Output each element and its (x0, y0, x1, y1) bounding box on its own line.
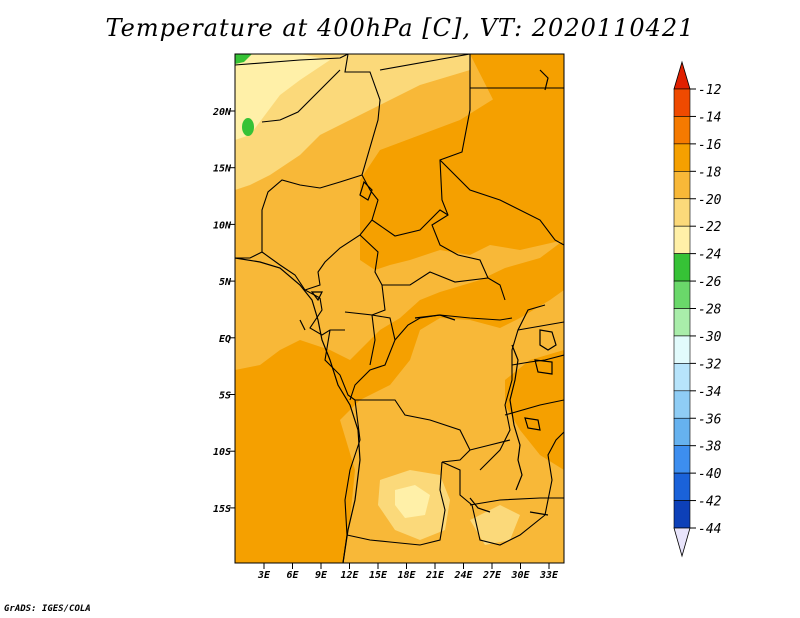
latitude-axis: 20N 15N 10N 5N EQ 5S 10S 15S (212, 107, 235, 515)
lon-label: 15E (369, 570, 388, 581)
colorbar-box (673, 363, 691, 392)
credit-label: GrADS: IGES/COLA (4, 604, 91, 614)
colorbar-high-extend-triangle (673, 60, 691, 90)
colorbar: -12 -14 -16 -18 -20 -22 -24 -26 -28 -30 -32 -34 -36 -… (673, 60, 722, 558)
colorbar-label: -34 (698, 385, 721, 400)
colorbar-box (673, 445, 691, 474)
colorbar-label: -38 (698, 440, 722, 455)
lon-label: 27E (482, 570, 502, 581)
map-frame (234, 53, 565, 564)
lat-label: 15N (213, 164, 232, 175)
colorbar-label: -16 (698, 138, 722, 153)
fill-band-14-16-east (505, 350, 564, 470)
colorbar-label: -30 (698, 330, 722, 345)
colorbar-label: -20 (698, 193, 722, 208)
colorbar-label: -18 (698, 165, 722, 180)
fill-band-20-22-south (395, 485, 430, 518)
colorbar-box (673, 143, 691, 172)
colorbar-box (673, 390, 691, 419)
colorbar-label: -36 (698, 412, 722, 427)
lat-label: 5N (219, 277, 232, 288)
lat-label: EQ (219, 334, 231, 345)
fill-band-22-24-corner (235, 54, 252, 64)
colorbar-label: -24 (698, 248, 721, 263)
colorbar-box (673, 335, 691, 364)
lon-label: 33E (539, 570, 559, 581)
temperature-fill (235, 54, 564, 563)
coastlines (235, 69, 557, 563)
colorbar-box (673, 88, 691, 117)
colorbar-box (673, 417, 691, 446)
colorbar-label: -44 (698, 522, 721, 537)
lon-label: 9E (315, 570, 328, 581)
colorbar-box (673, 171, 691, 200)
fill-band-18-20-north (235, 54, 470, 190)
lon-label: 30E (510, 570, 530, 581)
fill-band-14-16 (235, 54, 564, 563)
lat-label: 10S (213, 447, 231, 458)
colorbar-box (673, 308, 691, 337)
colorbar-label: -12 (698, 83, 722, 98)
fill-band-14-16-north (360, 72, 564, 270)
fill-band-22-24 (242, 118, 254, 136)
lon-label: 18E (397, 570, 416, 581)
colorbar-label: -22 (698, 220, 722, 235)
lat-label: 5S (219, 391, 231, 402)
fill-band-18-20-east (470, 505, 520, 545)
lon-label: 6E (286, 570, 299, 581)
lat-label: 10N (213, 220, 232, 231)
colorbar-label: -42 (698, 495, 722, 510)
colorbar-label: -26 (698, 275, 722, 290)
colorbar-label: -28 (698, 303, 722, 318)
lat-label: 15S (213, 504, 231, 515)
lon-label: 12E (340, 570, 359, 581)
colorbar-box (673, 472, 691, 501)
colorbar-box (673, 253, 691, 282)
colorbar-label: -14 (698, 110, 721, 125)
colorbar-box (673, 225, 691, 254)
chart-title: Temperature at 400hPa [C], VT: 202011042… (105, 14, 695, 42)
lon-label: 24E (453, 570, 473, 581)
country-borders (235, 54, 564, 563)
longitude-axis: 3E 6E 9E 12E 15E 18E 21E 24E 27E 30E 33E (257, 563, 559, 581)
colorbar-label: -40 (698, 467, 722, 482)
colorbar-box (673, 280, 691, 309)
lon-label: 3E (257, 570, 271, 581)
lon-label: 21E (425, 570, 445, 581)
colorbar-box (673, 116, 691, 145)
colorbar-label: -32 (698, 357, 722, 372)
colorbar-box (673, 500, 691, 529)
colorbar-low-extend-triangle (673, 527, 691, 558)
lat-label: 20N (212, 107, 232, 118)
fill-band-20-22 (235, 54, 330, 140)
colorbar-box (673, 198, 691, 227)
